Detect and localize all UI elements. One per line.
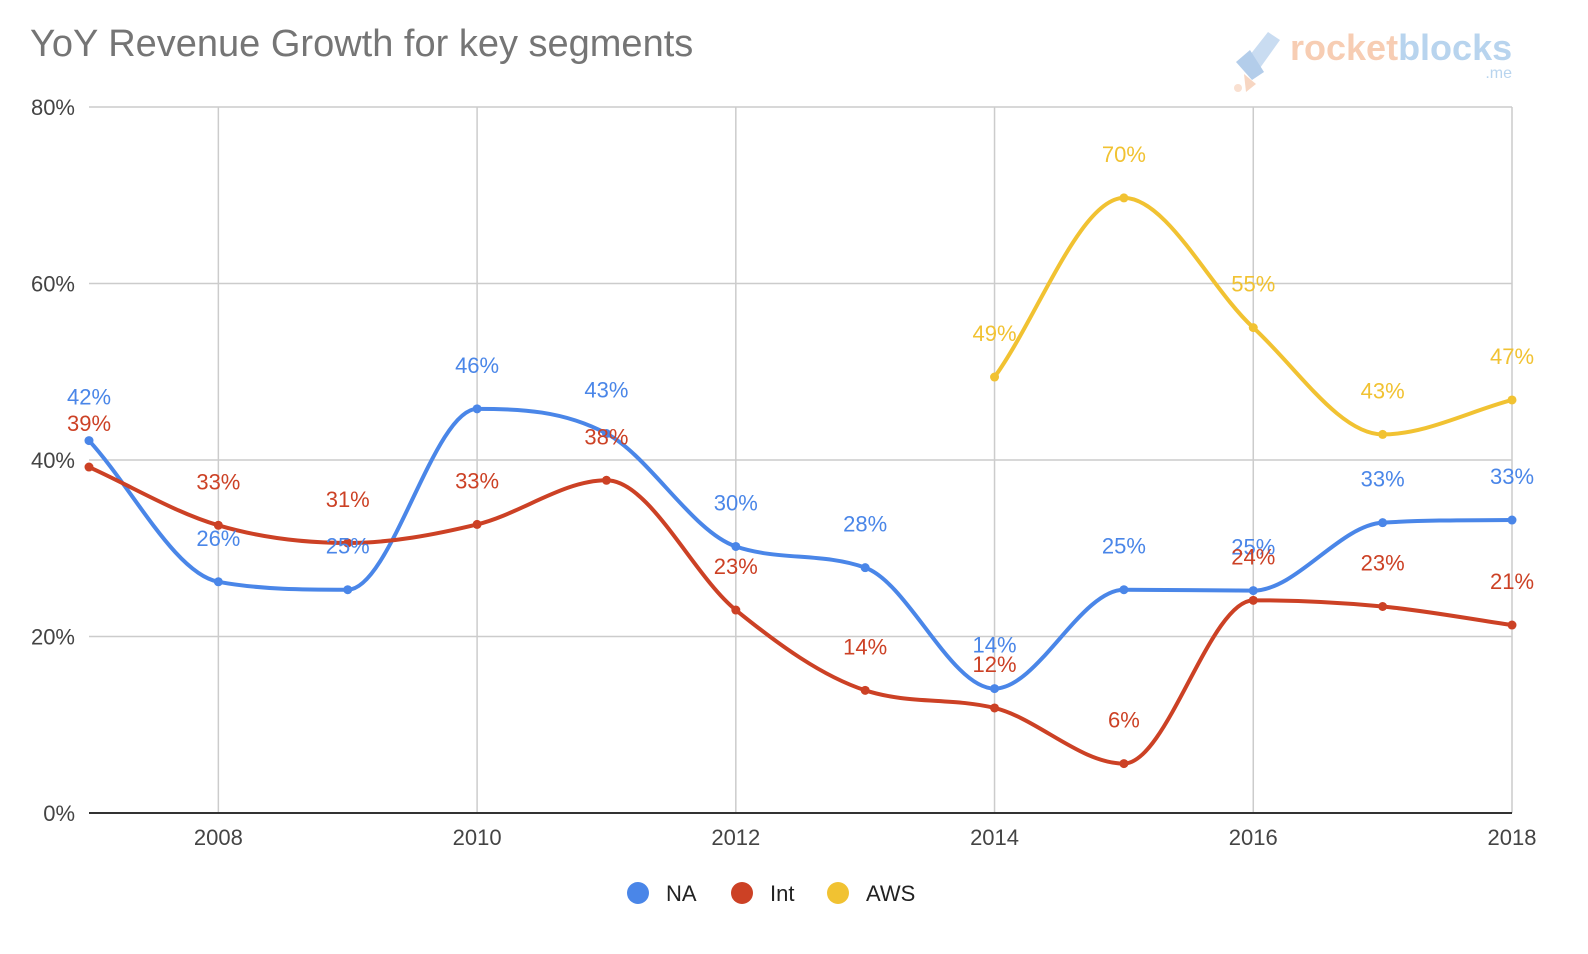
data-point-na	[1119, 585, 1129, 595]
data-label-int: 12%	[973, 652, 1017, 677]
series-points	[84, 193, 1517, 769]
data-point-na	[472, 404, 482, 414]
data-label-na: 25%	[1102, 534, 1146, 559]
data-point-aws	[1119, 193, 1129, 203]
logo-suffix: .me	[1485, 65, 1512, 82]
data-label-int: 23%	[714, 554, 758, 579]
data-point-int	[84, 462, 94, 472]
data-label-int: 6%	[1108, 708, 1140, 733]
y-tick-label: 20%	[31, 625, 75, 650]
data-point-na	[1378, 518, 1388, 528]
data-label-na: 33%	[1361, 467, 1405, 492]
data-label-na: 26%	[196, 526, 240, 551]
data-label-int: 23%	[1361, 550, 1405, 575]
data-label-int: 21%	[1490, 569, 1534, 594]
x-tick-label: 2008	[194, 825, 243, 850]
legend: NA Int AWS	[627, 881, 915, 906]
data-label-int: 24%	[1231, 544, 1275, 569]
data-label-na: 42%	[67, 385, 111, 410]
rocket-icon	[1234, 32, 1280, 92]
data-point-na	[990, 684, 1000, 694]
data-point-int	[990, 703, 1000, 713]
data-label-aws: 70%	[1102, 142, 1146, 167]
data-label-na: 25%	[1231, 535, 1275, 560]
data-point-int	[1248, 595, 1258, 605]
data-point-na	[84, 436, 94, 446]
data-point-int	[860, 685, 870, 695]
data-point-na	[860, 563, 870, 573]
axes: 0% 20% 40% 60% 80% 2008 2010 2012 2014 2016 2018	[31, 95, 1537, 850]
chart-title: YoY Revenue Growth for key segments	[30, 23, 693, 65]
x-tick-label: 2012	[711, 825, 760, 850]
legend-label-int: Int	[770, 881, 794, 906]
data-label-na: 25%	[326, 534, 370, 559]
x-tick-label: 2014	[970, 825, 1019, 850]
data-point-int	[601, 475, 611, 485]
legend-label-aws: AWS	[866, 881, 915, 906]
data-label-aws: 43%	[1361, 378, 1405, 403]
data-point-aws	[1248, 323, 1258, 333]
logo-word-blocks: blocks	[1398, 27, 1512, 68]
rocketblocks-logo: rocketblocks .me	[1234, 27, 1512, 92]
data-label-na: 46%	[455, 353, 499, 378]
data-label-aws: 55%	[1231, 272, 1275, 297]
data-point-na	[1248, 586, 1258, 596]
logo-wordmark: rocketblocks	[1290, 27, 1512, 68]
data-point-na	[213, 577, 223, 587]
x-tick-label: 2018	[1488, 825, 1537, 850]
data-label-aws: 47%	[1490, 344, 1534, 369]
data-point-int	[472, 519, 482, 529]
data-point-int	[213, 520, 223, 530]
data-label-int: 14%	[843, 634, 887, 659]
data-label-na: 28%	[843, 512, 887, 537]
x-tick-label: 2010	[453, 825, 502, 850]
data-point-int	[1378, 601, 1388, 611]
data-point-aws	[1378, 429, 1388, 439]
data-label-int: 39%	[67, 411, 111, 436]
y-tick-label: 0%	[43, 801, 75, 826]
legend-marker-na	[627, 882, 649, 904]
data-point-na	[731, 541, 741, 551]
legend-marker-aws	[827, 882, 849, 904]
data-point-na	[343, 585, 353, 595]
data-label-na: 43%	[584, 378, 628, 403]
data-label-na: 14%	[973, 633, 1017, 658]
data-point-int	[731, 605, 741, 615]
data-point-aws	[1507, 395, 1517, 405]
x-tick-label: 2016	[1229, 825, 1278, 850]
data-point-int	[343, 538, 353, 548]
data-label-aws: 49%	[973, 321, 1017, 346]
data-point-aws	[990, 372, 1000, 382]
data-label-na: 33%	[1490, 464, 1534, 489]
legend-marker-int	[731, 882, 753, 904]
data-label-int: 38%	[584, 424, 628, 449]
data-labels: 42% 26% 25% 46% 43% 30% 28% 14% 25% 25% 33% 33% 39% 3…	[67, 142, 1534, 733]
data-label-int: 33%	[196, 469, 240, 494]
data-point-int	[1119, 759, 1129, 769]
legend-label-na: NA	[666, 881, 697, 906]
series-line-na	[87, 406, 1514, 691]
series-line-int	[87, 465, 1514, 766]
data-point-na	[1507, 515, 1517, 525]
data-label-int: 33%	[455, 468, 499, 493]
data-label-int: 31%	[326, 487, 370, 512]
logo-word-rocket: rocket	[1290, 27, 1398, 68]
gridlines	[89, 106, 1513, 813]
y-tick-label: 60%	[31, 272, 75, 297]
y-tick-label: 80%	[31, 95, 75, 120]
data-point-na	[601, 429, 611, 439]
series-line-aws	[992, 195, 1514, 437]
y-tick-label: 40%	[31, 448, 75, 473]
series-lines	[87, 195, 1514, 766]
data-label-na: 30%	[714, 490, 758, 515]
data-point-int	[1507, 620, 1517, 630]
